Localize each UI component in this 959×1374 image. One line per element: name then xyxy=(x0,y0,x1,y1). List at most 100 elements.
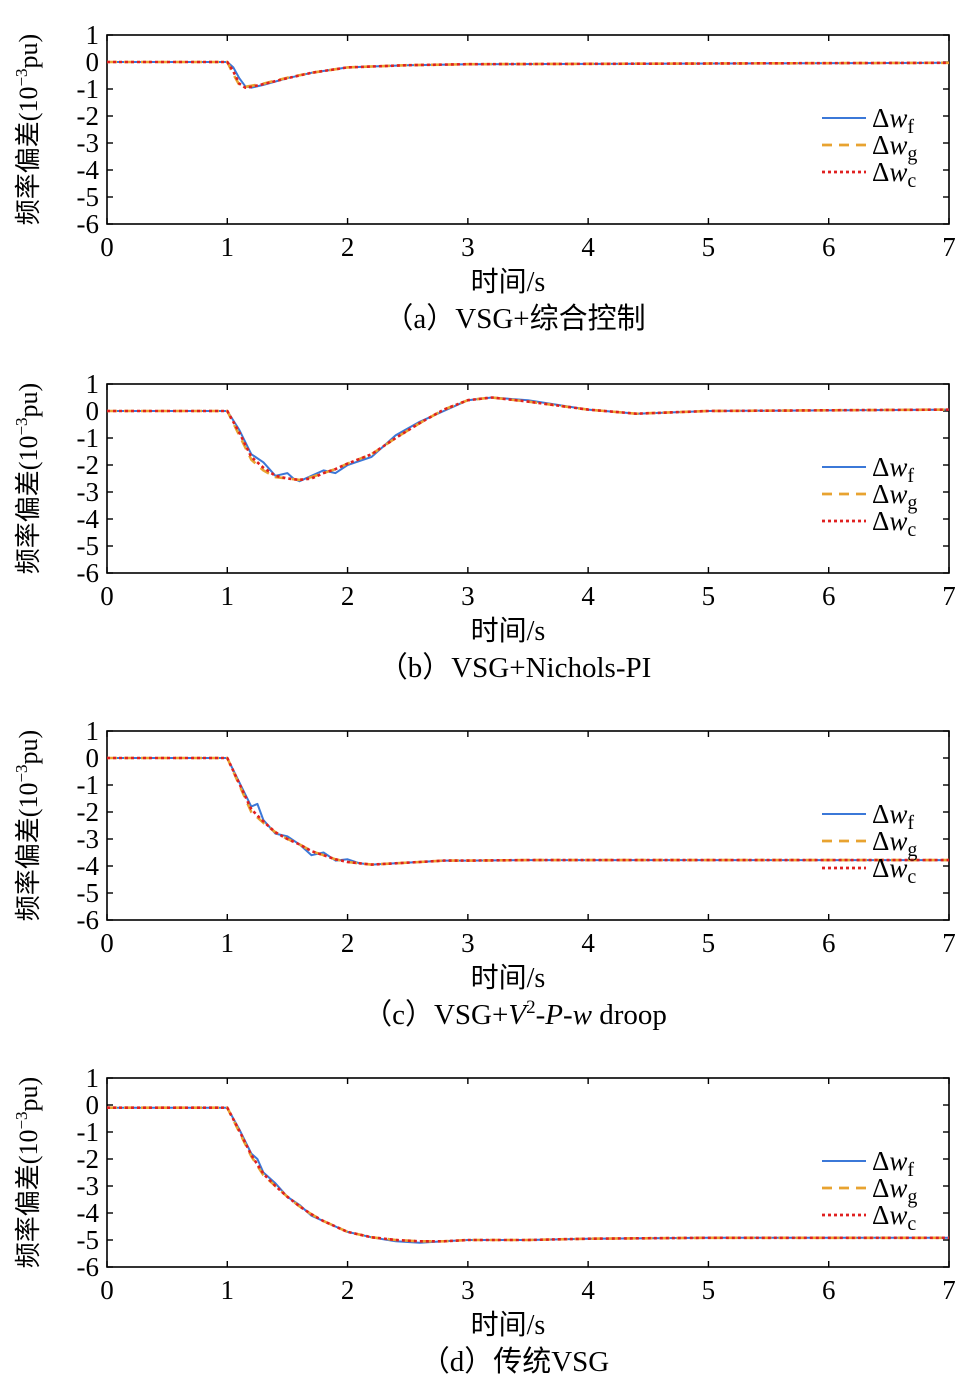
legend-entry-g: Δwg xyxy=(872,130,917,165)
x-tick-label: 0 xyxy=(100,1275,114,1305)
x-tick-label: 1 xyxy=(221,581,235,611)
x-axis-label: 时间/s xyxy=(471,1309,546,1341)
caption-suffix: droop xyxy=(592,999,667,1031)
panel-caption: （d）传统VSG xyxy=(421,1345,610,1374)
x-tick-label: 6 xyxy=(822,928,836,958)
legend-sub: f xyxy=(907,1159,914,1181)
y-axis-label-prefix: 频率偏差(10 xyxy=(14,783,43,922)
series-line-wf xyxy=(107,1106,949,1244)
x-tick-label: 2 xyxy=(341,1275,355,1305)
legend-delta: Δ xyxy=(872,103,889,133)
caption-prefix: （c）VSG+ xyxy=(363,999,508,1031)
y-axis-label-sup: −3 xyxy=(12,68,31,86)
legend-entry-f: Δwf xyxy=(872,1146,914,1181)
legend-entry-c: Δwc xyxy=(872,506,916,541)
x-tick-label: 7 xyxy=(942,928,956,958)
y-axis-label-suffix: pu) xyxy=(14,34,43,69)
y-tick-label: -5 xyxy=(77,878,100,908)
y-axis-label: 频率偏差(10−3pu) xyxy=(12,1077,43,1268)
x-tick-label: 0 xyxy=(100,232,114,262)
plot-frame xyxy=(106,34,950,225)
y-tick-label: -3 xyxy=(77,128,100,158)
y-tick-label: -1 xyxy=(77,74,100,104)
y-tick-label: -6 xyxy=(77,558,100,588)
legend-sub: g xyxy=(907,143,917,165)
y-axis-label-prefix: 频率偏差(10 xyxy=(14,87,43,226)
x-tick-label: 2 xyxy=(341,928,355,958)
series-line-wc xyxy=(107,396,949,482)
legend-sub: c xyxy=(907,519,916,541)
y-tick-label: -5 xyxy=(77,531,100,561)
legend-var: w xyxy=(889,130,907,160)
y-tick-label: -4 xyxy=(77,851,100,881)
legend-entry-f: Δwf xyxy=(872,799,914,834)
y-axis-label: 频率偏差(10−3pu) xyxy=(12,730,43,921)
x-tick-label: 2 xyxy=(341,581,355,611)
x-tick-label: 5 xyxy=(702,1275,716,1305)
series-line-wg xyxy=(107,756,949,866)
plot-frame xyxy=(106,730,950,921)
x-tick-label: 4 xyxy=(581,581,595,611)
y-tick-label: -6 xyxy=(77,905,100,935)
y-tick-label: 0 xyxy=(86,396,100,426)
x-axis-label: 时间/s xyxy=(471,266,546,298)
y-axis-label-sup: −3 xyxy=(12,764,31,782)
legend-delta: Δ xyxy=(872,853,889,883)
x-tick-label: 7 xyxy=(942,1275,956,1305)
plot-frame xyxy=(106,1077,950,1268)
x-tick-label: 6 xyxy=(822,232,836,262)
x-tick-label: 4 xyxy=(581,1275,595,1305)
legend-var: w xyxy=(889,157,907,187)
y-tick-label: -1 xyxy=(77,770,100,800)
chart-panel-d: 0 1 2 3 4 5 6 710-1-2-3-4-5-6ΔwfΔwgΔwc频率偏差(10−3… xyxy=(12,1063,956,1374)
y-tick-label: 0 xyxy=(86,1090,100,1120)
caption-v: V xyxy=(508,999,529,1031)
y-tick-label: -5 xyxy=(77,1225,100,1255)
caption-w: w xyxy=(573,999,593,1031)
legend-var: w xyxy=(889,1200,907,1230)
legend-entry-f: Δwf xyxy=(872,103,914,138)
y-axis-label-suffix: pu) xyxy=(14,1077,43,1112)
y-tick-label: -5 xyxy=(77,182,100,212)
legend-var: w xyxy=(889,826,907,856)
x-tick-label: 4 xyxy=(581,928,595,958)
y-tick-label: -2 xyxy=(77,797,100,827)
chart-panel-c: 0 1 2 3 4 5 6 710-1-2-3-4-5-6ΔwfΔwgΔwc频率偏差(10−3… xyxy=(12,716,956,1031)
y-tick-label: -2 xyxy=(77,101,100,131)
y-axis-label-suffix: pu) xyxy=(14,730,43,765)
legend-sub: c xyxy=(907,170,916,192)
y-axis-label-sup: −3 xyxy=(12,417,31,435)
series-line-wc xyxy=(107,1106,949,1243)
series-line-wf xyxy=(107,61,949,89)
panel-caption: （b）VSG+Nichols-PI xyxy=(379,652,652,684)
y-tick-label: -6 xyxy=(77,209,100,239)
caption-dash2: - xyxy=(563,999,573,1031)
x-tick-label: 1 xyxy=(221,1275,235,1305)
legend-var: w xyxy=(889,1146,907,1176)
y-tick-label: -2 xyxy=(77,1144,100,1174)
x-tick-label: 1 xyxy=(221,928,235,958)
plot-frame xyxy=(106,383,950,574)
x-tick-label: 0 xyxy=(100,581,114,611)
x-tick-label: 3 xyxy=(461,1275,475,1305)
x-tick-label: 1 xyxy=(221,232,235,262)
y-tick-label: -1 xyxy=(77,423,100,453)
legend-sub: c xyxy=(907,1213,916,1235)
x-tick-label: 5 xyxy=(702,232,716,262)
caption-sup: 2 xyxy=(526,997,536,1018)
y-tick-label: -3 xyxy=(77,477,100,507)
legend-entry-g: Δwg xyxy=(872,826,917,861)
legend-var: w xyxy=(889,452,907,482)
y-axis-label-suffix: pu) xyxy=(14,383,43,418)
legend-sub: c xyxy=(907,866,916,888)
y-tick-label: 1 xyxy=(86,20,100,50)
caption-dash1: - xyxy=(536,999,546,1031)
x-tick-label: 3 xyxy=(461,232,475,262)
legend-sub: f xyxy=(907,116,914,138)
x-tick-label: 3 xyxy=(461,581,475,611)
y-tick-label: -1 xyxy=(77,1117,100,1147)
legend-delta: Δ xyxy=(872,506,889,536)
